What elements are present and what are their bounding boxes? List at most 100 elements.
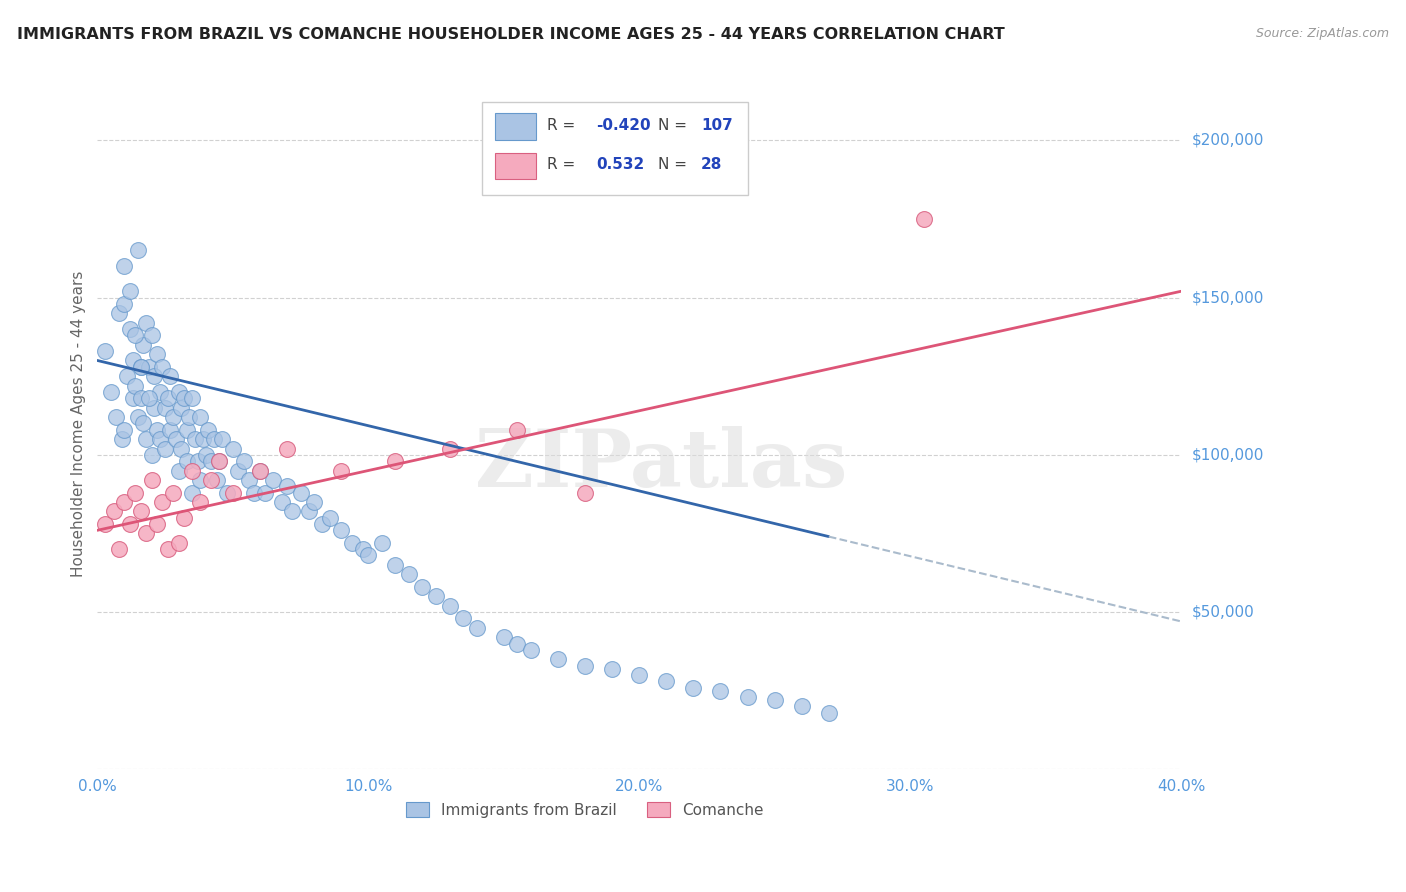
Point — [167, 536, 190, 550]
Point — [205, 473, 228, 487]
Point — [103, 504, 125, 518]
Point — [135, 526, 157, 541]
Point — [211, 432, 233, 446]
Point — [465, 621, 488, 635]
Point — [371, 536, 394, 550]
Point — [135, 432, 157, 446]
Point — [165, 432, 187, 446]
Point — [162, 410, 184, 425]
Bar — [495, 153, 536, 179]
Point — [143, 401, 166, 415]
Point — [129, 359, 152, 374]
Point — [129, 359, 152, 374]
Point — [682, 681, 704, 695]
Point — [150, 359, 173, 374]
Point — [352, 542, 374, 557]
Point — [118, 516, 141, 531]
Point — [709, 683, 731, 698]
Point — [319, 510, 342, 524]
Point — [146, 423, 169, 437]
Point — [141, 473, 163, 487]
Point — [411, 580, 433, 594]
Text: R =: R = — [547, 157, 575, 172]
Point — [574, 485, 596, 500]
Point — [156, 391, 179, 405]
Point — [149, 384, 172, 399]
Point — [135, 316, 157, 330]
Point — [330, 464, 353, 478]
Point — [492, 630, 515, 644]
Point — [181, 464, 204, 478]
Bar — [495, 113, 536, 140]
Point — [817, 706, 839, 720]
Point — [124, 328, 146, 343]
Point — [124, 485, 146, 500]
Point — [132, 337, 155, 351]
Point — [146, 516, 169, 531]
Point — [118, 285, 141, 299]
Point — [763, 693, 786, 707]
Point — [357, 549, 380, 563]
Point — [167, 464, 190, 478]
Point — [170, 401, 193, 415]
Point — [179, 410, 201, 425]
Point — [451, 611, 474, 625]
Point — [790, 699, 813, 714]
Text: $50,000: $50,000 — [1192, 605, 1254, 620]
Point — [226, 464, 249, 478]
Point — [94, 516, 117, 531]
Point — [173, 510, 195, 524]
Point — [217, 485, 239, 500]
Point — [162, 485, 184, 500]
Point — [439, 442, 461, 456]
Point — [208, 454, 231, 468]
Point — [108, 542, 131, 557]
Point — [439, 599, 461, 613]
Point — [124, 378, 146, 392]
Point — [100, 384, 122, 399]
Point — [188, 495, 211, 509]
Text: -0.420: -0.420 — [596, 118, 651, 133]
Point — [912, 211, 935, 226]
Point — [302, 495, 325, 509]
Point — [200, 454, 222, 468]
Point — [129, 504, 152, 518]
Point — [384, 454, 406, 468]
Point — [132, 417, 155, 431]
Point — [150, 495, 173, 509]
Point — [105, 410, 128, 425]
Point — [574, 658, 596, 673]
Point — [184, 432, 207, 446]
Point — [249, 464, 271, 478]
Point — [176, 454, 198, 468]
Text: Source: ZipAtlas.com: Source: ZipAtlas.com — [1256, 27, 1389, 40]
Point — [114, 423, 136, 437]
Point — [149, 432, 172, 446]
Point — [143, 369, 166, 384]
Legend: Immigrants from Brazil, Comanche: Immigrants from Brazil, Comanche — [399, 796, 770, 824]
Point — [114, 259, 136, 273]
Point — [506, 423, 529, 437]
Point — [547, 652, 569, 666]
Point — [194, 448, 217, 462]
Point — [115, 369, 138, 384]
Point — [276, 442, 298, 456]
Point — [340, 536, 363, 550]
Point — [208, 454, 231, 468]
Point — [121, 353, 143, 368]
Point — [159, 423, 181, 437]
Point — [181, 391, 204, 405]
Point — [94, 344, 117, 359]
Point — [114, 297, 136, 311]
Text: IMMIGRANTS FROM BRAZIL VS COMANCHE HOUSEHOLDER INCOME AGES 25 - 44 YEARS CORRELA: IMMIGRANTS FROM BRAZIL VS COMANCHE HOUSE… — [17, 27, 1005, 42]
Point — [520, 642, 543, 657]
Point — [141, 448, 163, 462]
Point — [127, 244, 149, 258]
Point — [290, 485, 312, 500]
Point — [254, 485, 277, 500]
Point — [176, 423, 198, 437]
Point — [202, 432, 225, 446]
Point — [222, 485, 245, 500]
Point — [384, 558, 406, 572]
Y-axis label: Householder Income Ages 25 - 44 years: Householder Income Ages 25 - 44 years — [72, 270, 86, 576]
